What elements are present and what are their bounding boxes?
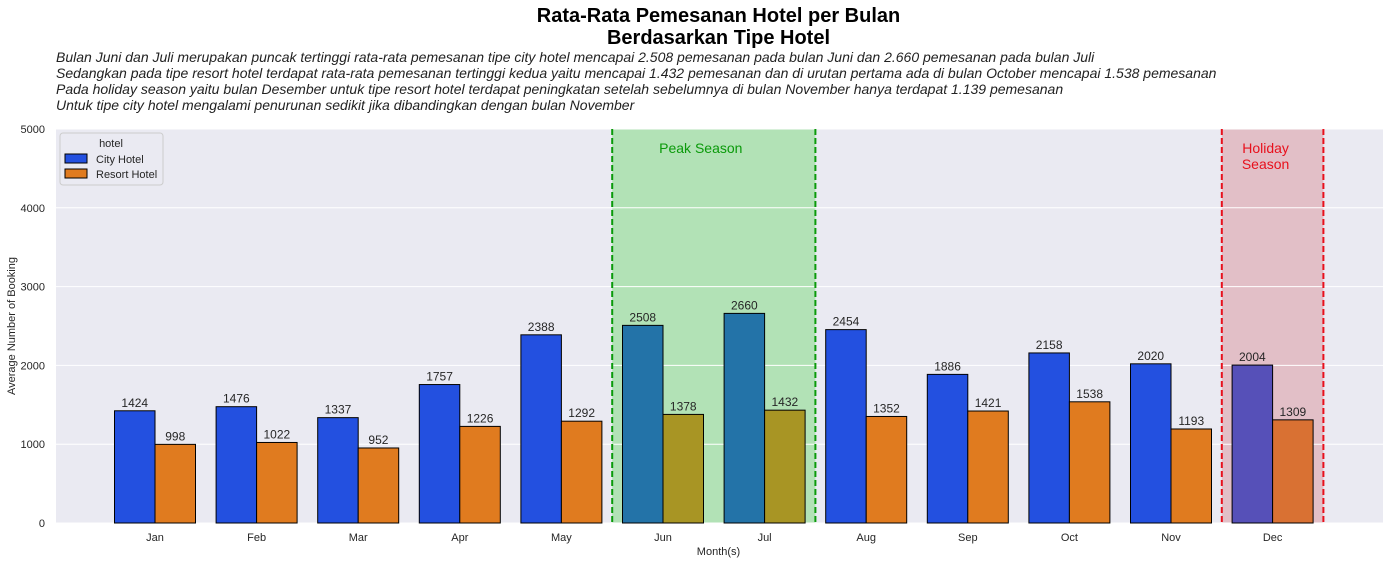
- data-label: 1292: [568, 406, 595, 420]
- bar-resort-may: [560, 420, 603, 524]
- data-label: 1424: [121, 396, 148, 410]
- bar-city-may: [520, 334, 562, 524]
- chart-title-line-1: Rata-Rata Pemesanan Hotel per Bulan: [536, 5, 901, 27]
- data-label: 2388: [528, 320, 555, 334]
- x-tick-label: Jun: [654, 532, 672, 544]
- data-label: 1757: [426, 370, 453, 384]
- bar-resort-mar: [357, 447, 400, 524]
- data-label: 1886: [934, 359, 961, 373]
- bar-city-jan: [114, 410, 156, 524]
- bar-city-apr: [418, 384, 461, 524]
- subtitle-line-4: Untuk tipe city hotel mengalami penuruna…: [56, 97, 635, 113]
- data-label: 1538: [1076, 387, 1103, 401]
- data-label: 1378: [670, 399, 697, 413]
- data-label: 2660: [731, 298, 758, 312]
- legend-swatch-resort: [64, 168, 88, 179]
- legend-title: hotel: [99, 138, 123, 150]
- bar-city-nov: [1130, 363, 1172, 524]
- y-tick-label: 1000: [21, 439, 45, 451]
- x-tick-label: Sep: [958, 532, 978, 544]
- bar-city-aug: [825, 329, 867, 524]
- x-tick-label: Aug: [856, 532, 876, 544]
- bar-resort-sep: [967, 410, 1009, 524]
- bar-city-feb: [215, 406, 258, 524]
- subtitle-line-3: Pada holiday season yaitu bulan Desember…: [56, 81, 1064, 97]
- highlight-label: Peak Season: [659, 140, 742, 156]
- bar-resort-apr: [459, 425, 501, 524]
- data-label: 1476: [223, 392, 250, 406]
- bar-city-oct: [1028, 352, 1070, 524]
- bar-resort-jan: [154, 443, 196, 524]
- bar-resort-aug: [865, 415, 908, 524]
- bar-resort-feb: [256, 441, 298, 524]
- data-label: 998: [165, 429, 185, 443]
- data-label: 1022: [263, 427, 290, 441]
- data-label: 952: [368, 433, 388, 447]
- x-tick-label: Jul: [758, 532, 772, 544]
- legend-swatch-city: [64, 153, 88, 164]
- x-axis-label: Month(s): [697, 546, 740, 558]
- data-label: 1432: [771, 395, 798, 409]
- x-tick-label: Mar: [349, 532, 368, 544]
- y-tick-label: 0: [39, 518, 45, 530]
- bar-city-mar: [317, 417, 359, 524]
- x-tick-label: Nov: [1161, 532, 1181, 544]
- x-tick-label: Oct: [1061, 532, 1078, 544]
- bar-resort-jul: [764, 409, 806, 524]
- x-tick-label: Dec: [1263, 532, 1283, 544]
- highlight-label: Season: [1242, 156, 1289, 172]
- data-label: 1421: [975, 396, 1002, 410]
- x-tick-label: Apr: [451, 532, 468, 544]
- subtitle-line-1: Bulan Juni dan Juli merupakan puncak ter…: [56, 49, 1095, 65]
- bar-resort-jun: [662, 413, 704, 524]
- data-label: 2158: [1036, 338, 1063, 352]
- x-tick-label: Jan: [146, 532, 164, 544]
- data-label: 2508: [629, 310, 656, 324]
- data-label: 2004: [1239, 350, 1266, 364]
- bar-resort-dec: [1272, 419, 1314, 524]
- bar-resort-nov: [1170, 428, 1212, 524]
- subtitle-line-2: Sedangkan pada tipe resort hotel terdapa…: [56, 65, 1217, 81]
- x-tick-label: May: [551, 532, 572, 544]
- legend-label: Resort Hotel: [96, 169, 157, 181]
- bar-resort-oct: [1068, 401, 1111, 524]
- data-label: 1337: [325, 403, 352, 417]
- data-label: 1226: [467, 411, 494, 425]
- bar-city-jul: [723, 312, 766, 524]
- y-tick-label: 2000: [21, 360, 45, 372]
- bar-city-dec: [1231, 364, 1274, 524]
- legend-label: City Hotel: [96, 154, 144, 166]
- y-tick-label: 5000: [21, 124, 45, 136]
- y-tick-label: 4000: [21, 203, 45, 215]
- y-tick-label: 3000: [21, 282, 45, 294]
- y-axis-label: Average Number of Booking: [6, 257, 18, 395]
- data-label: 2020: [1137, 349, 1164, 363]
- bar-city-sep: [926, 373, 969, 524]
- data-label: 2454: [833, 315, 860, 329]
- data-label: 1309: [1279, 405, 1306, 419]
- bar-city-jun: [622, 324, 664, 524]
- chart-title-line-2: Berdasarkan Tipe Hotel: [606, 27, 831, 49]
- x-tick-label: Feb: [247, 532, 266, 544]
- data-label: 1352: [873, 401, 900, 415]
- data-label: 1193: [1178, 414, 1204, 428]
- highlight-label: Holiday: [1242, 140, 1289, 156]
